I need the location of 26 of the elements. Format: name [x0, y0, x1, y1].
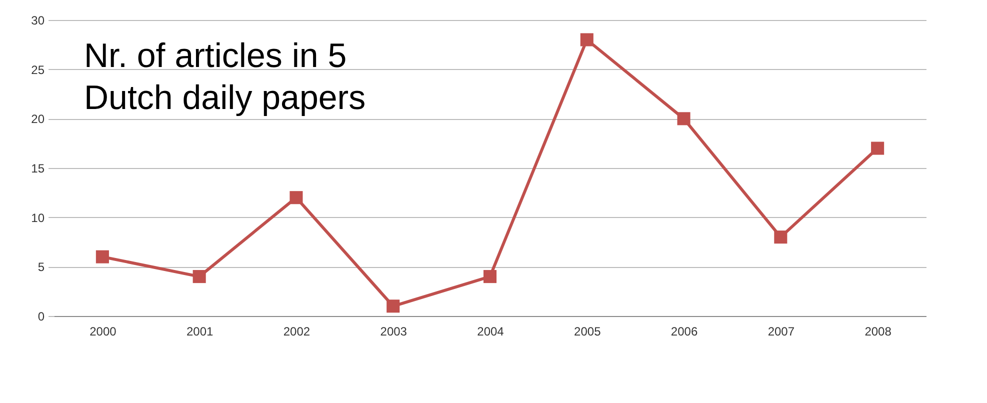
- x-tick-label: 2002: [283, 324, 310, 338]
- point: [483, 270, 497, 284]
- y-tick-label: 10: [31, 210, 45, 225]
- point: [774, 230, 788, 244]
- x-tick-label: 2006: [670, 324, 698, 338]
- y-tick-label: 30: [31, 14, 45, 28]
- point: [580, 33, 594, 46]
- point: [290, 191, 303, 204]
- point: [871, 142, 884, 155]
- annotation: Nr. of articles in 5 Dutch daily papers: [84, 37, 366, 117]
- point: [386, 300, 400, 313]
- y-tick-label: 15: [31, 162, 45, 176]
- point: [96, 250, 109, 264]
- y-tick-label: 20: [31, 112, 45, 126]
- x-tick-label: 2001: [186, 324, 214, 338]
- x-tick-label: 2003: [380, 324, 408, 338]
- y-tick-label: 25: [31, 62, 45, 77]
- x-tick-label: 2000: [90, 324, 117, 338]
- x-tick-label: 2008: [864, 324, 892, 338]
- y-tick-label: 0: [38, 310, 45, 324]
- x-tick-label: 2007: [768, 324, 795, 338]
- point: [677, 112, 690, 126]
- point: [192, 270, 206, 284]
- x-tick-label: 2005: [574, 324, 602, 338]
- y-tick-label: 5: [38, 260, 45, 274]
- x-tick-label: 2004: [477, 324, 504, 338]
